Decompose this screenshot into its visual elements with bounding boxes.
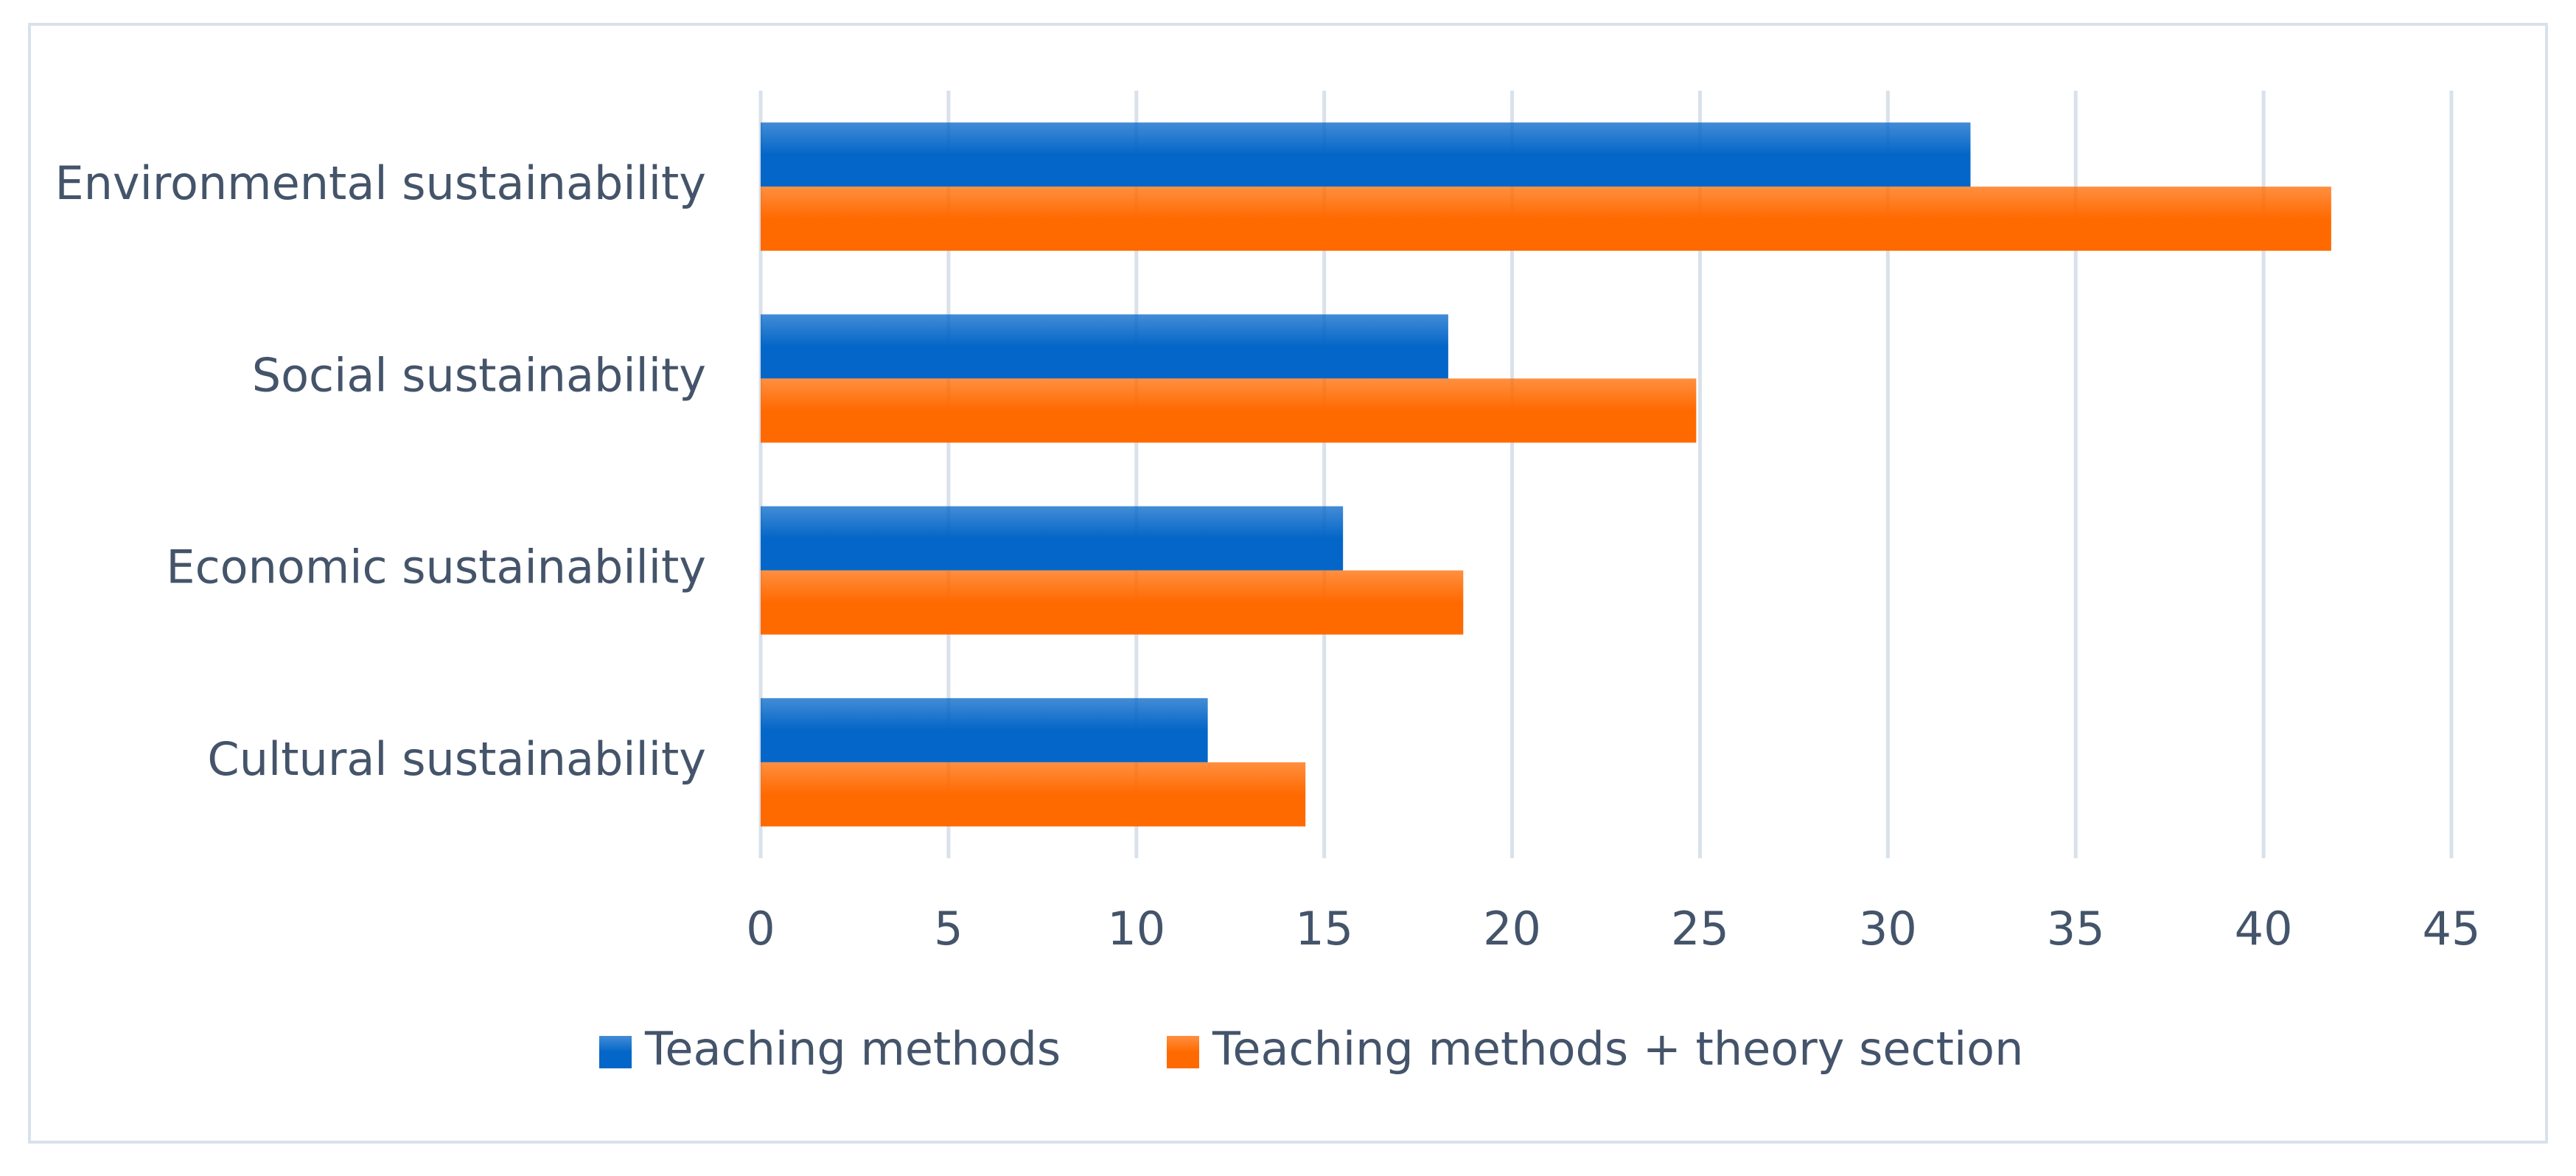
legend-swatch — [1167, 1036, 1199, 1068]
bar — [761, 314, 1448, 379]
x-tick-label: 15 — [1295, 902, 1353, 956]
x-tick-label: 30 — [1859, 902, 1917, 956]
x-tick-label: 45 — [2423, 902, 2481, 956]
bar — [761, 378, 1697, 443]
y-tick-label: Cultural sustainability — [207, 732, 706, 786]
x-tick-label: 40 — [2235, 902, 2293, 956]
bar — [761, 122, 1971, 187]
y-tick-label: Social sustainability — [252, 348, 706, 402]
x-tick-label: 0 — [746, 902, 775, 956]
bar — [761, 187, 2331, 251]
x-tick-label: 20 — [1483, 902, 1541, 956]
y-tick-label: Economic sustainability — [166, 540, 706, 594]
x-tick-label: 10 — [1107, 902, 1165, 956]
bar — [761, 506, 1344, 571]
bar — [761, 570, 1464, 635]
x-tick-label: 25 — [1671, 902, 1729, 956]
y-tick-label: Environmental sustainability — [55, 156, 706, 210]
legend-label: Teaching methods + theory section — [1212, 1022, 2023, 1076]
x-tick-label: 35 — [2047, 902, 2105, 956]
x-tick-label: 5 — [934, 902, 963, 956]
bar — [761, 762, 1306, 827]
legend-label: Teaching methods — [644, 1022, 1061, 1076]
legend-swatch — [599, 1036, 632, 1068]
bar — [761, 697, 1208, 762]
